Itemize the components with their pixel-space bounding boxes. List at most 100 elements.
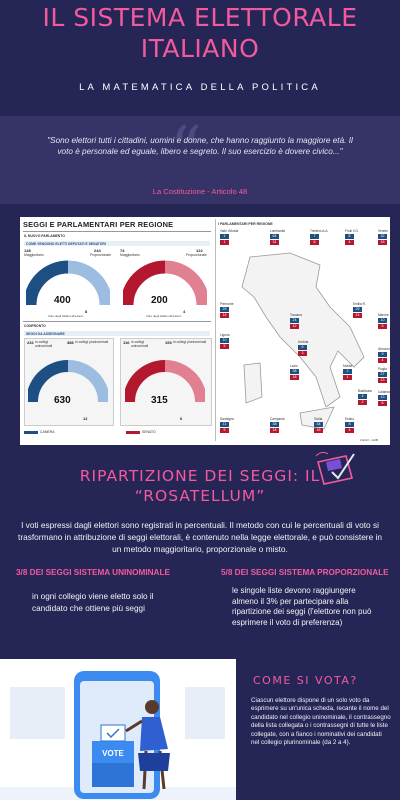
sicily-shape: [299, 406, 335, 430]
region-values: 24: [290, 318, 302, 323]
divider: [23, 321, 211, 322]
uninominal-text: in ogni collegio viene eletto solo il ca…: [32, 592, 154, 613]
person-arm: [125, 719, 143, 733]
region-camera-value: 10: [378, 318, 387, 323]
right-proportional-value: 122: [196, 248, 203, 253]
region-senato-value: 6: [378, 401, 387, 406]
region-camera-value: 1: [220, 234, 229, 239]
camera-uni-label: in collegi uninominali: [35, 340, 53, 348]
person-skirt: [138, 753, 170, 771]
camera-abroad: 12: [83, 416, 88, 421]
region-values: 6: [378, 401, 390, 406]
ballot-box-icon: [315, 451, 355, 485]
proportional-text: le singole liste devono raggiungere alme…: [232, 586, 372, 627]
region-values: 34: [314, 422, 323, 427]
region-name: Abruzzo: [378, 347, 390, 351]
region-name: Liguria: [220, 333, 230, 337]
region-item: Piemonte 29 14: [220, 302, 233, 318]
region-camera-value: 38: [270, 422, 279, 427]
region-senato-value: 5: [378, 324, 387, 329]
region-item: Liguria 10 5: [220, 333, 230, 349]
region-values: 38: [270, 422, 285, 427]
region-values: 2: [343, 369, 352, 374]
region-item: Basilicata 4 2: [358, 389, 372, 405]
region-name: Puglia: [378, 367, 387, 371]
region-item: Lazio 38 18: [290, 364, 299, 380]
senato-pluri-value: 193: [165, 340, 172, 345]
region-item: Valle d'Aosta 1 1: [220, 229, 238, 245]
region-values: 14: [220, 313, 233, 318]
region-name: Lombardia: [270, 229, 286, 233]
region-name: Lazio: [290, 364, 298, 368]
vote-label: VOTE: [102, 749, 124, 758]
region-item: Emilia R. 29 14: [353, 302, 366, 318]
region-item: Sicilia 34 16: [314, 417, 323, 433]
camera-total: 630: [54, 395, 71, 406]
right-gauge-total: 200: [151, 295, 168, 306]
region-values: 11: [220, 422, 234, 427]
proportional-heading: 5/8 DEI SEGGI SISTEMA PROPORZIONALE: [221, 568, 389, 577]
ballot-box-front: [92, 763, 134, 787]
region-item: Friuli V.G. 8 4: [345, 229, 359, 245]
region-camera-value: 13: [378, 395, 387, 400]
bg-panel-right: [185, 687, 225, 739]
right-proportional-label: Proporzionale: [186, 253, 207, 257]
region-camera-value: 8: [345, 422, 354, 427]
region-name: Trentino A.A.: [310, 229, 329, 233]
quote-text: "Sono elettori tutti i cittadini, uomini…: [47, 136, 353, 156]
italy-mainland: [241, 252, 365, 408]
region-name: Estero: [345, 417, 355, 421]
italy-map: [241, 252, 365, 430]
camera-uni-value: 232: [27, 340, 34, 345]
region-senato-value: 12: [290, 324, 299, 329]
region-values: 1: [220, 234, 238, 239]
right-majoritarian-label: Maggioritario: [120, 253, 140, 257]
section-intro-text: I voti espressi dagli elettori sono regi…: [18, 520, 382, 554]
region-values: 6: [298, 345, 308, 350]
region-values: 10: [220, 338, 230, 343]
section-title-rosatellum: RIPARTIZIONE DEI SEGGI: IL “ROSATELLUM”: [0, 466, 400, 506]
region-camera-value: 7: [310, 234, 319, 239]
region-values: 8: [345, 234, 359, 239]
region-camera-value: 6: [298, 345, 307, 350]
region-camera-value: 64: [270, 234, 279, 239]
region-values: 4: [345, 428, 354, 433]
region-camera-value: 24: [290, 318, 299, 323]
region-values: 29: [220, 307, 233, 312]
region-item: Campania 38 18: [270, 417, 285, 433]
legend-senato-label: SENATO: [142, 430, 156, 434]
how-elected-label: COME VENGONO ELETTI DEPUTATI E SENATORI: [26, 241, 106, 246]
region-item: Molise 2 1: [343, 364, 352, 380]
left-proportional-value: 244: [94, 248, 101, 253]
camera-gauge-chart: [28, 360, 108, 403]
senato-abroad: 6: [180, 416, 183, 421]
legend-senato-swatch: [126, 431, 140, 434]
region-values: 29: [353, 307, 366, 312]
seats-assigned-label: SEGGI DA ASSEGNARE: [26, 331, 65, 336]
panel-divider: [215, 219, 216, 441]
person-body: [140, 717, 168, 751]
region-camera-value: 32: [378, 234, 387, 239]
how-elected-band: [24, 241, 210, 246]
region-senato-value: 4: [345, 240, 354, 245]
region-name: Marche: [378, 313, 389, 317]
person-head: [145, 700, 159, 714]
left-abroad-value: 8: [85, 309, 88, 314]
left-majoritarian-value: 148: [24, 248, 31, 253]
region-senato-value: 5: [220, 428, 229, 433]
uninominal-heading: 3/8 DEI SEGGI SISTEMA UNINOMINALE: [16, 568, 170, 577]
region-name: Friuli V.G.: [345, 229, 359, 233]
region-camera-value: 29: [220, 307, 229, 312]
region-camera-value: 34: [314, 422, 323, 427]
senato-uni-label: in collegi uninominali: [131, 340, 149, 348]
left-proportional-label: Proporzionale: [90, 253, 111, 257]
check-icon: [106, 728, 120, 739]
region-senato-value: 18: [290, 375, 299, 380]
seats-band: [24, 331, 210, 336]
senato-gauge-uni: [125, 360, 166, 403]
region-senato-value: 16: [378, 240, 387, 245]
section-title-line-2: “ROSATELLUM”: [134, 487, 266, 505]
section-title-line-1: RIPARTIZIONE DEI SEGGI: IL: [79, 467, 321, 485]
region-item: Veneto 32 16: [378, 229, 388, 245]
region-values: 27: [378, 372, 387, 377]
